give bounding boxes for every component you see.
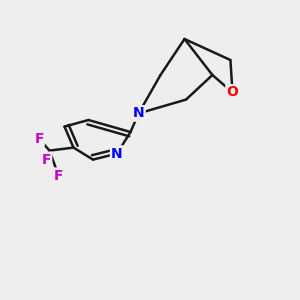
Text: F: F bbox=[42, 153, 51, 166]
Text: F: F bbox=[54, 169, 63, 182]
Text: F: F bbox=[34, 132, 44, 145]
Text: O: O bbox=[226, 85, 238, 99]
Text: N: N bbox=[133, 106, 144, 120]
Text: N: N bbox=[111, 147, 123, 160]
